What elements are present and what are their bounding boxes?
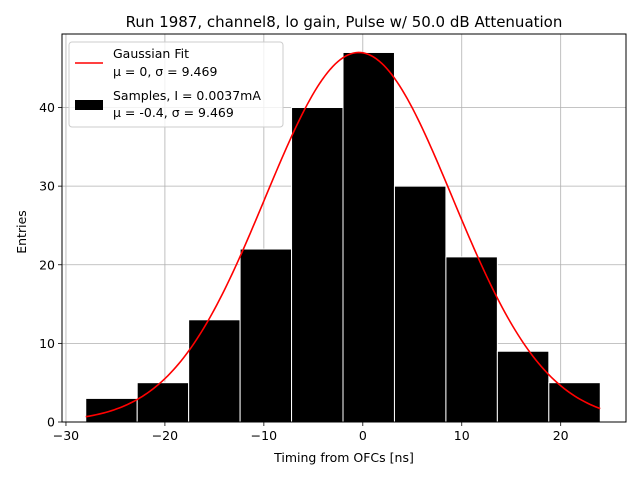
histogram-bar <box>445 256 498 423</box>
chart-title: Run 1987, channel8, lo gain, Pulse w/ 50… <box>126 13 563 31</box>
x-tick-label: −20 <box>152 428 178 443</box>
gaussian-fit-curve <box>85 51 601 418</box>
plot-frame <box>61 33 627 423</box>
y-tick-label: 10 <box>39 336 55 351</box>
x-tick-label: 10 <box>454 428 470 443</box>
x-tick-label: −30 <box>53 428 79 443</box>
x-axis-ticks: −30 −20 −10 0 10 20 <box>53 422 569 443</box>
legend-fit-name: Gaussian Fit <box>113 46 189 61</box>
y-axis-label: Entries <box>14 210 29 254</box>
y-tick-label: 20 <box>39 257 55 272</box>
legend-samples-stats: μ = -0.4, σ = 9.469 <box>113 105 234 120</box>
histogram-bar <box>136 382 190 423</box>
histogram-bar <box>291 107 344 423</box>
legend-samples-name: Samples, I = 0.0037mA <box>113 88 261 103</box>
histogram-bar <box>496 350 550 423</box>
x-tick-label: 20 <box>553 428 569 443</box>
histogram-bar <box>342 51 395 423</box>
histogram-bar <box>393 185 447 423</box>
legend-fit-stats: μ = 0, σ = 9.469 <box>113 64 217 79</box>
histogram-bar <box>188 319 241 423</box>
histogram-bar <box>548 382 601 423</box>
y-tick-label: 30 <box>39 179 55 194</box>
x-tick-label: 0 <box>359 428 367 443</box>
y-tick-label: 0 <box>47 415 55 430</box>
legend: Gaussian Fit μ = 0, σ = 9.469 Samples, I… <box>68 41 284 128</box>
legend-box <box>68 41 284 128</box>
histogram-bar <box>239 248 293 423</box>
y-tick-label: 40 <box>39 100 55 115</box>
legend-samples-swatch <box>75 100 103 110</box>
x-axis-label: Timing from OFCs [ns] <box>273 450 414 465</box>
y-axis-ticks: 0 10 20 30 40 <box>39 100 62 430</box>
x-tick-label: −10 <box>251 428 277 443</box>
